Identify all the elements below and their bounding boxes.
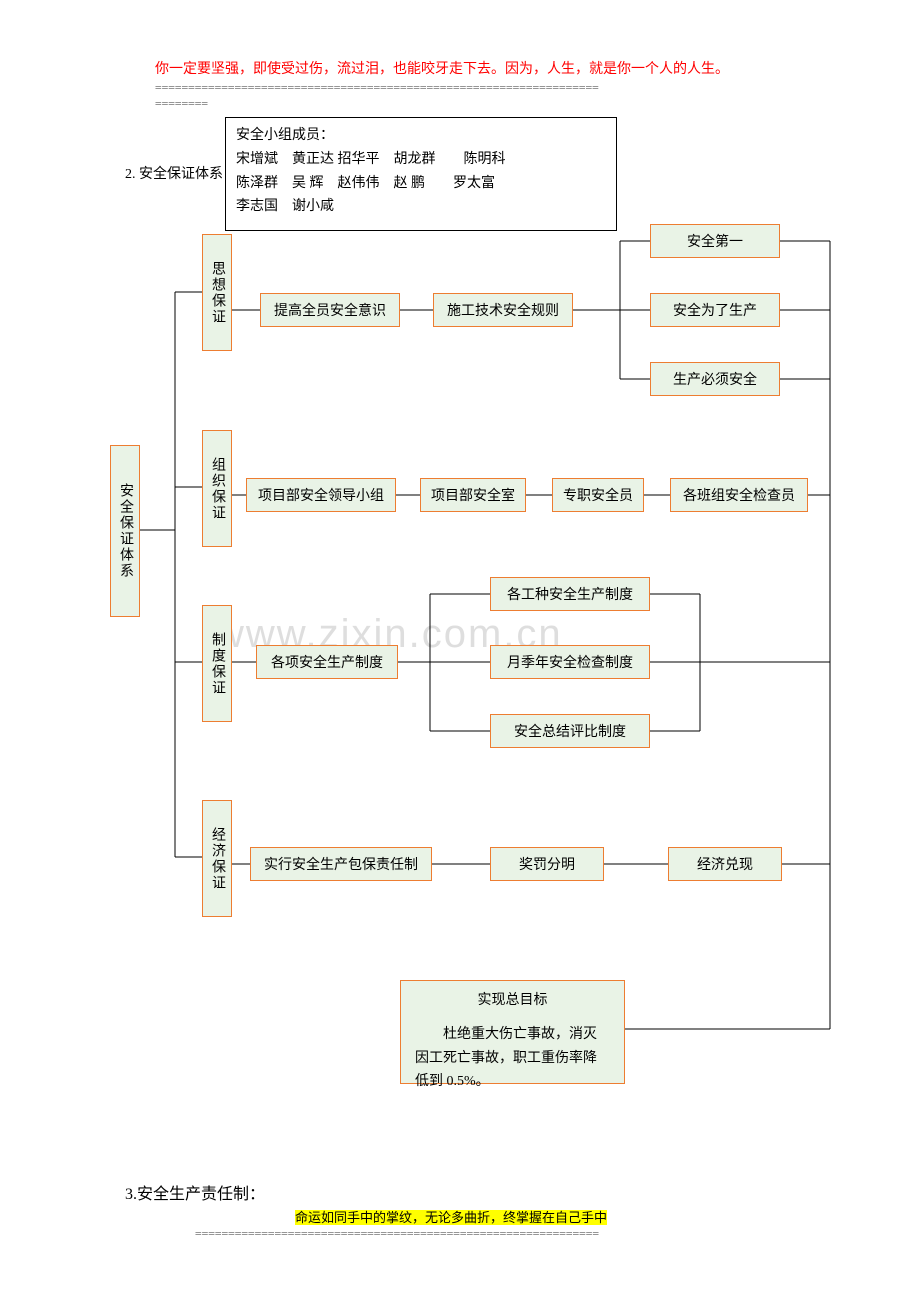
members-title: 安全小组成员： <box>236 124 606 148</box>
node-cat-economy: 经济保证 <box>202 800 232 917</box>
footer-quote: 命运如同手中的掌纹，无论多曲折，终掌握在自己手中 <box>295 1207 607 1226</box>
node-b13b: 安全为了生产 <box>650 293 780 327</box>
page: 你一定要坚强，即使受过伤，流过泪，也能咬牙走下去。因为，人生，就是你一个人的人生… <box>0 0 920 1302</box>
node-b13a: 安全第一 <box>650 224 780 258</box>
node-cat-thought: 思想保证 <box>202 234 232 351</box>
footer-divider: ========================================… <box>195 1227 599 1240</box>
node-b32b: 月季年安全检查制度 <box>490 645 650 679</box>
node-b32a: 各工种安全生产制度 <box>490 577 650 611</box>
header-quote: 你一定要坚强，即使受过伤，流过泪，也能咬牙走下去。因为，人生，就是你一个人的人生… <box>155 58 870 78</box>
node-cat-system: 制度保证 <box>202 605 232 722</box>
node-b21: 项目部安全领导小组 <box>246 478 396 512</box>
members-line: 陈泽群 吴 辉 赵伟伟 赵 鹏 罗太富 <box>236 172 606 196</box>
members-box: 安全小组成员： 宋增斌 黄正达 招华平 胡龙群 陈明科 陈泽群 吴 辉 赵伟伟 … <box>225 117 617 231</box>
node-root: 安全保证体系 <box>110 445 140 617</box>
members-line: 李志国 谢小咸 <box>236 195 606 219</box>
node-b22: 项目部安全室 <box>420 478 526 512</box>
node-b31: 各项安全生产制度 <box>256 645 398 679</box>
node-b42: 奖罚分明 <box>490 847 604 881</box>
node-b11: 提高全员安全意识 <box>260 293 400 327</box>
section-3-title: 3.安全生产责任制： <box>125 1180 265 1204</box>
node-b24: 各班组安全检查员 <box>670 478 808 512</box>
goal-body: 杜绝重大伤亡事故，消灭因工死亡事故，职工重伤率降低到 0.5%。 <box>415 1023 610 1094</box>
node-b32c: 安全总结评比制度 <box>490 714 650 748</box>
node-cat-org: 组织保证 <box>202 430 232 547</box>
section-2-title: 2. 安全保证体系 <box>125 163 223 183</box>
node-b43: 经济兑现 <box>668 847 782 881</box>
members-line: 宋增斌 黄正达 招华平 胡龙群 陈明科 <box>236 148 606 172</box>
goal-title: 实现总目标 <box>415 989 610 1013</box>
node-b13c: 生产必须安全 <box>650 362 780 396</box>
node-b23: 专职安全员 <box>552 478 644 512</box>
goal-box: 实现总目标 杜绝重大伤亡事故，消灭因工死亡事故，职工重伤率降低到 0.5%。 <box>400 980 625 1084</box>
header-divider: ========================================… <box>155 80 840 112</box>
node-b12: 施工技术安全规则 <box>433 293 573 327</box>
node-b41: 实行安全生产包保责任制 <box>250 847 432 881</box>
